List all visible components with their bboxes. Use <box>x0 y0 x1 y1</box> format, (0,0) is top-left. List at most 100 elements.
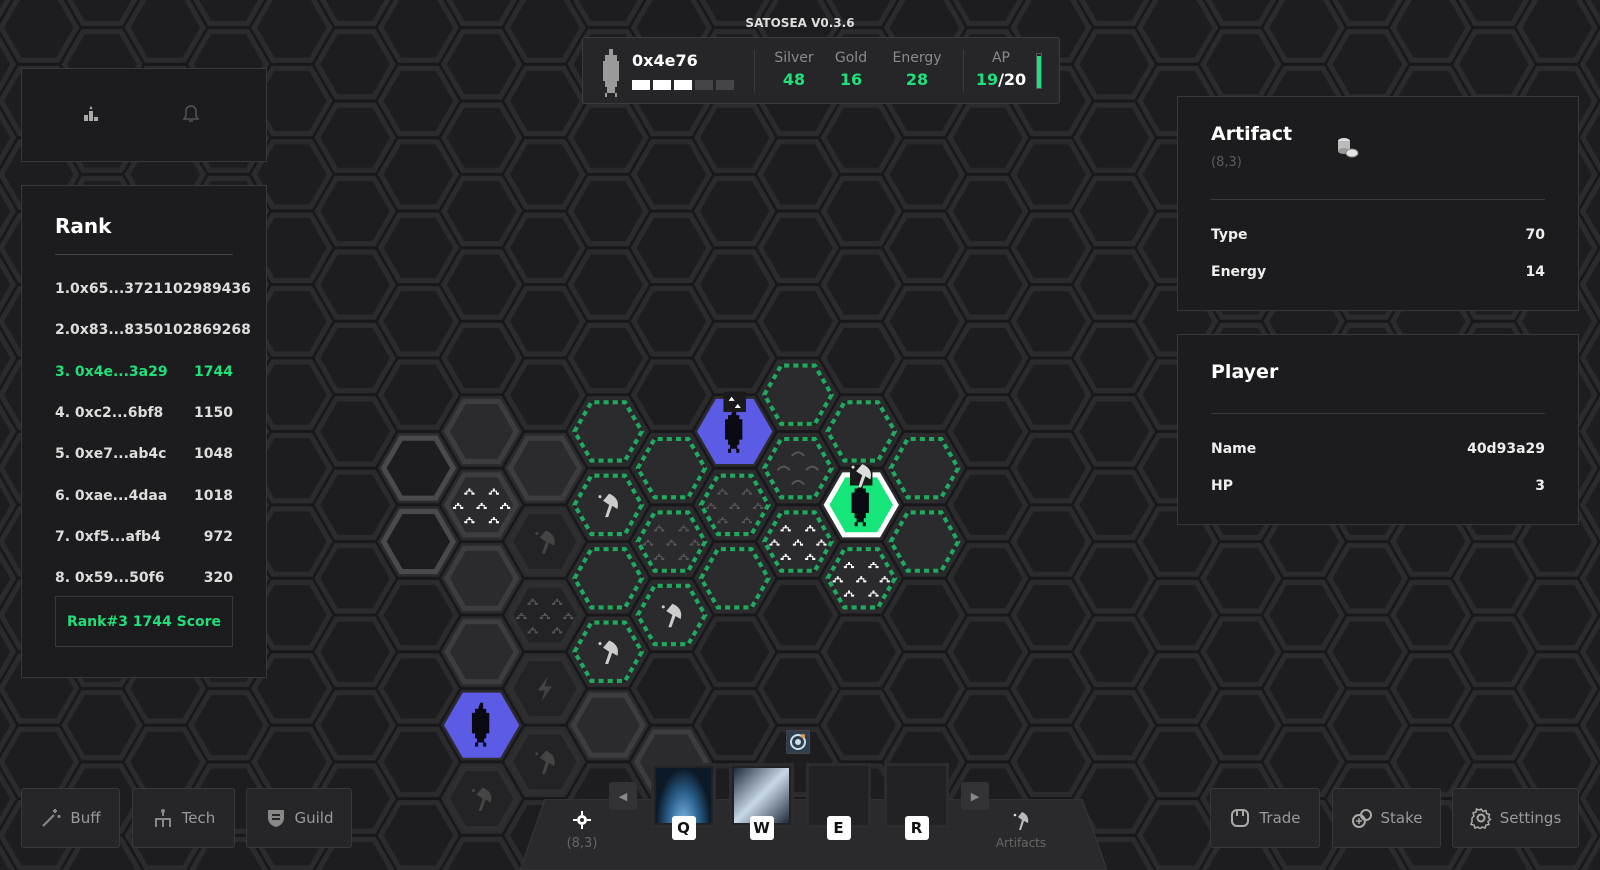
map-tile-reach[interactable] <box>888 436 961 500</box>
map-tile-player-self[interactable] <box>823 464 899 538</box>
map-tile-reach[interactable] <box>825 547 898 610</box>
gold-stat: Gold 16 <box>834 50 868 89</box>
buff-button[interactable]: Buff <box>21 788 120 848</box>
coins-icon <box>1338 138 1359 158</box>
hp-segment <box>653 80 671 90</box>
map-tile-reach[interactable] <box>635 436 708 500</box>
map-tile-reach[interactable] <box>572 547 645 610</box>
map-tile-outline[interactable] <box>380 509 457 575</box>
map-tile-reach[interactable] <box>698 473 771 537</box>
rank-panel: Rank 1.0x65...3721102989436 2.0x83...8350… <box>21 185 267 678</box>
hp-segment <box>674 80 692 90</box>
map-tile-reach[interactable] <box>572 620 645 683</box>
ap-stat: AP 19/20 <box>975 50 1027 89</box>
rank-entry-score: 1048 <box>194 446 233 463</box>
map-tile-plain[interactable] <box>443 472 520 538</box>
artifact-energy-row: Energy 14 <box>1211 264 1545 280</box>
guild-button[interactable]: Guild <box>246 788 352 848</box>
rank-entry-score: 1150 <box>194 404 233 421</box>
artifacts-button[interactable]: Artifacts <box>985 810 1057 850</box>
skill-icon <box>734 768 789 823</box>
map-tile-reach[interactable] <box>635 583 708 647</box>
map-tile-outline[interactable] <box>380 435 457 501</box>
skill-hotkey: R <box>904 816 929 840</box>
skill-slot-w[interactable]: W <box>729 763 794 840</box>
shield-icon <box>267 810 284 827</box>
skill-slot-q[interactable]: Q <box>651 763 716 840</box>
ap-gauge <box>1036 53 1042 89</box>
hp-bar <box>632 80 734 90</box>
rank-entry: 2.0x83...8350102869268 <box>55 322 251 338</box>
map-tile-dark[interactable] <box>443 766 520 832</box>
rank-entry-address: 2.0x83...8350102869268 <box>55 322 251 339</box>
skill-hotkey: E <box>826 816 851 840</box>
bell-icon[interactable] <box>182 104 200 124</box>
map-tile-plain[interactable] <box>507 435 583 501</box>
stake-button[interactable]: Stake <box>1332 788 1441 848</box>
settings-button[interactable]: Settings <box>1452 788 1579 848</box>
rank-entry: 1.0x65...3721102989436 <box>55 281 251 297</box>
map-tile-dark[interactable] <box>507 509 583 575</box>
rank-entry: 7. 0xf5...afb4 972 <box>55 529 233 545</box>
trade-button[interactable]: Trade <box>1210 788 1320 848</box>
stake-icon <box>1351 809 1372 828</box>
rank-entry-score: 1018 <box>194 487 233 504</box>
hp-segment <box>632 80 650 90</box>
map-tile-reach[interactable] <box>572 473 645 537</box>
rank-entry: 4. 0xc2...6bf8 1150 <box>55 405 233 421</box>
map-tile-reach[interactable] <box>888 510 961 573</box>
player-hp-row: HP 3 <box>1211 478 1545 494</box>
map-tile-dark[interactable] <box>507 582 583 648</box>
map-tile-reach[interactable] <box>761 510 834 573</box>
quick-icons-panel <box>21 68 267 162</box>
locate-button[interactable]: (8,3) <box>551 810 613 851</box>
crosshair-icon <box>573 811 591 829</box>
skill-slot-r[interactable]: R <box>884 763 949 840</box>
player-hud: 0x4e76 Silver 48 Gold 16 Energy 28 AP 19/20 <box>582 37 1060 104</box>
rank-entry-address: 5. 0xe7...ab4c <box>55 446 167 463</box>
tech-tree-icon <box>154 809 171 827</box>
hp-segment <box>716 80 734 90</box>
skills-next-button[interactable]: ▶ <box>961 782 989 810</box>
map-tile-player-other[interactable] <box>697 391 773 464</box>
map-tile-plain[interactable] <box>443 545 520 611</box>
rank-entry: 8. 0x59...50f6 320 <box>55 570 233 586</box>
leaderboard-icon[interactable] <box>83 106 99 122</box>
skill-hotkey: W <box>749 816 774 840</box>
app-title: SATOSEA V0.3.6 <box>745 16 855 30</box>
artifact-coords: (8,3) <box>1211 155 1242 170</box>
rank-entry: 5. 0xe7...ab4c 1048 <box>55 446 233 462</box>
rank-entry-score: 1744 <box>194 363 233 380</box>
map-tile-dark[interactable] <box>507 655 583 721</box>
skill-slot-e[interactable]: E <box>806 763 871 840</box>
rank-entry: 6. 0xae...4daa 1018 <box>55 488 233 504</box>
silver-stat: Silver 48 <box>774 50 814 89</box>
tech-button[interactable]: Tech <box>132 788 235 848</box>
artifact-type-row: Type 70 <box>1211 227 1545 243</box>
tile-badge-artifact <box>850 464 873 488</box>
map-tile-reach[interactable] <box>572 400 645 463</box>
rank-entry: 3. 0x4e...3a29 1744 <box>55 364 233 380</box>
gear-icon <box>1469 807 1492 829</box>
skills-prev-button[interactable]: ◀ <box>609 782 637 810</box>
map-tile-reach[interactable] <box>761 436 834 500</box>
map-tile-reach[interactable] <box>698 547 771 610</box>
map-tile-reach[interactable] <box>825 400 898 463</box>
artifact-panel: Artifact (8,3) Type 70 Energy 14 <box>1177 96 1579 311</box>
map-tile-plain[interactable] <box>570 692 646 758</box>
artifact-axe-icon <box>1013 812 1029 830</box>
ship-icon <box>603 49 619 97</box>
map-tile-plain[interactable] <box>443 398 520 464</box>
artifact-title: Artifact <box>1211 123 1293 145</box>
map-tile-player-other[interactable] <box>443 692 520 758</box>
hp-segment <box>695 80 713 90</box>
tile-badge-mountains <box>723 391 746 413</box>
map-tile-reach[interactable] <box>761 363 834 426</box>
active-effect-icon[interactable] <box>786 730 810 754</box>
map-tile-reach[interactable] <box>635 510 708 573</box>
map-tile-dark[interactable] <box>507 729 583 795</box>
map-tile-plain[interactable] <box>443 619 520 685</box>
rank-entry-address: 3. 0x4e...3a29 <box>55 363 168 380</box>
rank-entry-address: 7. 0xf5...afb4 <box>55 528 161 545</box>
rank-title: Rank <box>55 214 112 238</box>
